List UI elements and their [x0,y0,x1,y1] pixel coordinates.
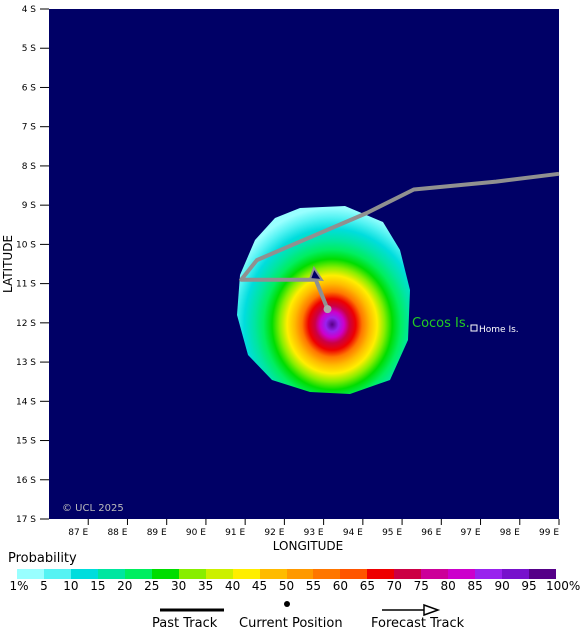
legend-label: 65 [359,579,375,593]
legend-swatch [97,569,126,579]
legend-label: 35 [198,579,214,593]
legend-label: 1% [9,579,29,593]
y-axis-title: LATITUDE [1,235,15,293]
legend-label: 20 [117,579,133,593]
legend-label: 40 [224,579,241,593]
legend-swatch [313,569,341,579]
legend-label: 10 [63,579,79,593]
lat-tick-label: 10 S [16,240,36,250]
forecast-track-line [239,171,560,310]
lon-tick-label: 93 E [304,528,324,538]
lon-tick-label: 87 E [68,528,88,538]
legend-label: 75 [413,579,429,593]
lat-tick-label: 13 S [16,358,36,368]
legend-title: Probability [8,551,77,566]
legend-swatch [17,569,45,579]
legend-swatch [367,569,395,579]
legend-label: 30 [171,579,187,593]
legend-swatch [151,569,180,579]
legend-label: 60 [332,579,349,593]
legend-label: 90 [494,579,510,593]
lat-tick-label: 8 S [22,162,37,172]
legend-label: 80 [440,579,456,593]
lon-tick-label: 98 E [500,528,520,538]
lat-tick-label: 11 S [16,280,36,290]
lon-tick-label: 91 E [225,528,245,538]
lon-tick-label: 88 E [107,528,127,538]
legend-label: 45 [251,579,268,593]
x-axis-title: LONGITUDE [273,539,343,553]
settlement-label: Home Is. [479,325,519,335]
current-position-key-dot [284,601,290,607]
past-track-key-label: Past Track [152,616,218,631]
legend-label: 100% [546,579,580,593]
legend-label: 55 [305,579,322,593]
current-position-marker [323,305,332,314]
legend-swatch [421,569,449,579]
track-arrowhead [308,265,324,282]
lon-tick-label: 94 E [343,528,363,538]
current-position-key-label: Current Position [239,616,343,631]
forecast-track-key-label: Forecast Track [371,616,465,631]
legend-swatch [70,569,99,579]
longitude-ticks: 87 E 88 E 89 E 90 E 91 E 92 E 93 E 94 E 95 E 96 E… [68,519,560,538]
lat-tick-label: 7 S [22,123,37,133]
lat-tick-label: 12 S [16,319,36,329]
legend-label: 70 [386,579,402,593]
lat-tick-label: 14 S [16,397,36,407]
forecast-track-key-arrow [423,603,441,617]
legend-label: 15 [90,579,106,593]
lat-tick-label: 15 S [16,437,36,447]
legend-swatch [124,569,153,579]
legend-swatch [205,569,234,579]
lon-tick-label: 90 E [186,528,206,538]
legend-swatch [286,569,314,579]
copyright-label: © UCL 2025 [62,503,124,514]
lon-tick-label: 96 E [421,528,441,538]
legend-swatch [448,569,476,579]
lon-tick-label: 89 E [147,528,167,538]
lat-tick-label: 17 S [16,515,36,525]
legend-swatch [529,569,557,579]
legend-label: 5 [40,579,48,593]
lon-tick-label: 95 E [382,528,402,538]
legend-swatch [502,569,530,579]
legend-swatch [43,569,72,579]
legend-swatch [232,569,261,579]
legend-label: 95 [521,579,537,593]
latitude-ticks: 4 S 5 S 6 S 7 S 8 S 9 S 10 S 11 S 12 S 13 S 14 S 15… [16,5,49,525]
settlement-marker [470,324,478,332]
lat-tick-label: 4 S [22,5,37,15]
lat-tick-label: 9 S [22,201,37,211]
legend-swatch [178,569,207,579]
lat-tick-label: 6 S [22,83,37,93]
lat-tick-label: 16 S [16,476,36,486]
lon-tick-label: 97 E [461,528,481,538]
legend-label: 25 [144,579,160,593]
legend-swatch [259,569,287,579]
lon-tick-label: 99 E [539,528,559,538]
legend-label: 50 [278,579,295,593]
legend-swatch [475,569,503,579]
legend-swatch [394,569,422,579]
legend-swatch [340,569,368,579]
lon-tick-label: 92 E [264,528,284,538]
legend-label: 85 [467,579,483,593]
island-label: Cocos Is. [412,316,470,331]
lat-tick-label: 5 S [22,44,37,54]
